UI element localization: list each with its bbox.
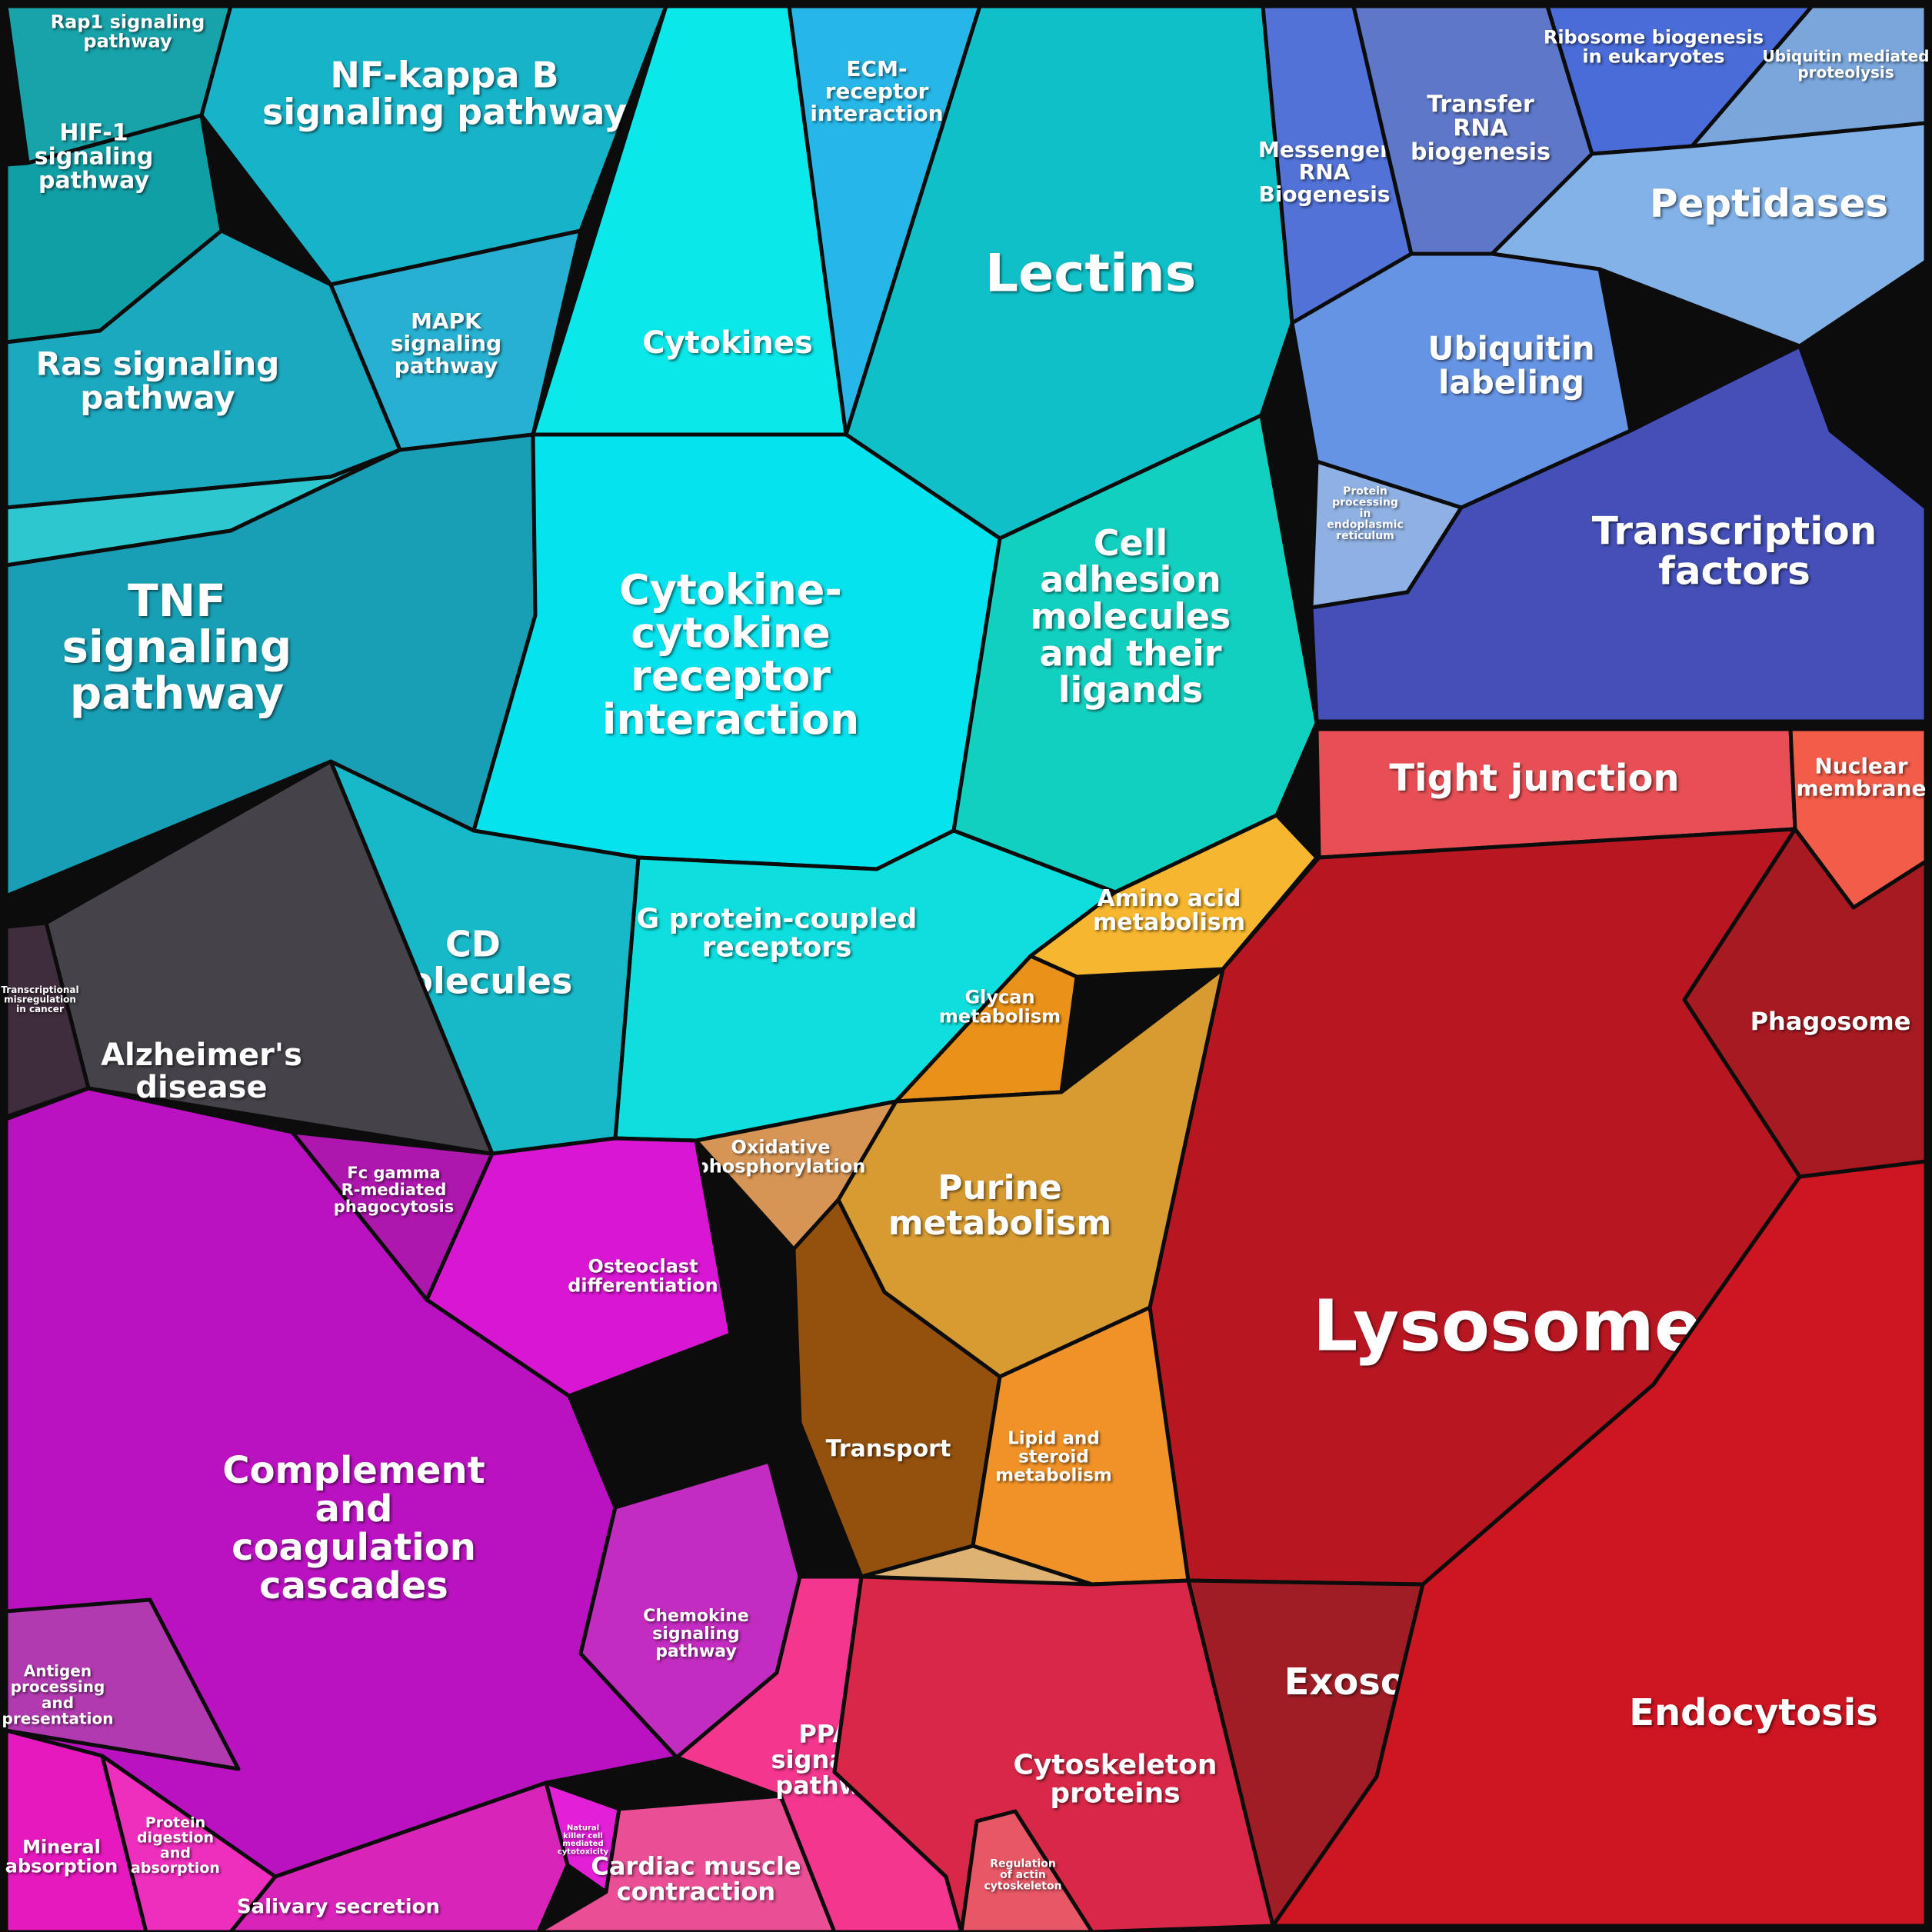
cell-shape-endocytosis — [1271, 1159, 1928, 1928]
cell-shape-transcriptionfactors — [1309, 344, 1928, 724]
cell-shape-cardiac — [536, 1794, 837, 1932]
cell-shape-salivary — [228, 1780, 570, 1932]
cell-shape-mineral — [4, 1728, 148, 1932]
cell-shape-regulation — [959, 1809, 1094, 1932]
cell-shape-proteindig — [100, 1754, 278, 1932]
cell-shape-osteoclast — [425, 1136, 733, 1398]
cell-shape-cytoskeleton — [832, 1574, 1275, 1932]
cell-shape-antigen — [4, 1597, 241, 1771]
cell-shape-cytocyto — [471, 432, 1002, 871]
cell-cytocyto: Cytokine-cytokine receptor interaction — [471, 432, 1002, 871]
